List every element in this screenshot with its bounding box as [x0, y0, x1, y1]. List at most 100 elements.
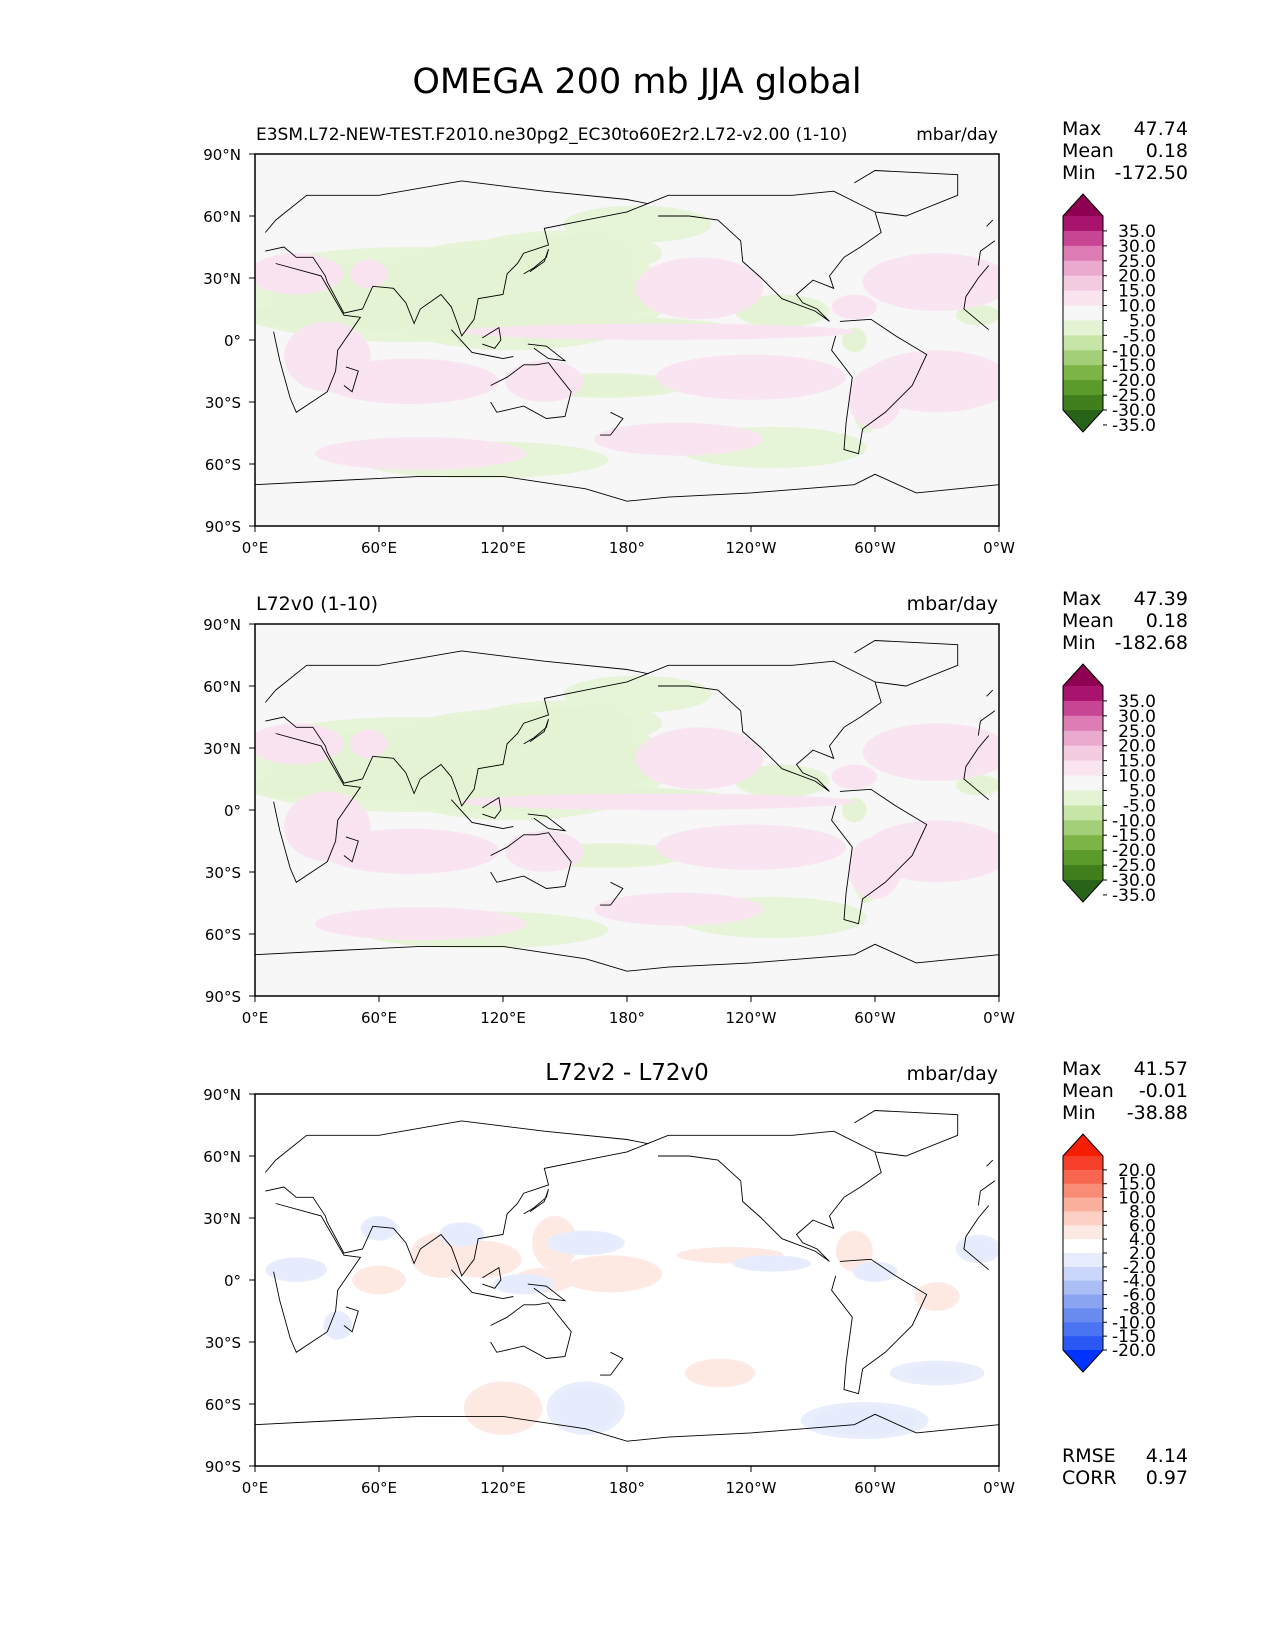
- y-tick-label: 30°N: [203, 270, 241, 288]
- colorbar-tick-label: -25.0: [1112, 856, 1156, 876]
- coastline: [482, 796, 502, 819]
- colorbar-segment: [1063, 1266, 1103, 1282]
- coastline: [264, 180, 650, 337]
- contour-region: [594, 422, 764, 456]
- colorbar-segment: [1063, 1253, 1103, 1268]
- colorbar-tick-label: 5.0: [1129, 781, 1156, 801]
- x-tick-label: 0°W: [983, 1009, 1015, 1027]
- coastline: [977, 240, 996, 266]
- colorbar-tick-label: -8.0: [1123, 1299, 1156, 1319]
- colorbar-tick-label: 10.0: [1118, 1189, 1156, 1209]
- contour-region: [443, 1240, 522, 1278]
- contour-region: [594, 892, 764, 926]
- contour-region: [684, 1358, 756, 1388]
- stat-mean-label: Mean: [1062, 610, 1114, 632]
- contour-region: [831, 764, 877, 790]
- colorbar-segment: [1063, 365, 1103, 381]
- stat-min-label: Min: [1062, 632, 1096, 654]
- colorbar-segment: [1063, 1197, 1103, 1212]
- colorbar-segment: [1063, 790, 1103, 806]
- coastline: [490, 832, 572, 889]
- contour-region: [255, 302, 332, 328]
- panel-reference-colorbar: 35.030.025.020.015.010.05.0-5.0-10.0-15.…: [1062, 663, 1156, 906]
- x-tick-label: 120°W: [726, 1479, 777, 1497]
- colorbar-tick-label: -15.0: [1112, 356, 1156, 376]
- contour-region: [459, 793, 857, 810]
- panel-test-field: [255, 205, 999, 479]
- y-tick-label: 0°: [224, 1272, 241, 1290]
- contour-region: [848, 366, 902, 429]
- panel-difference: L72v2 - L72v0 mbar/day 90°N 60°N 30°N 0°…: [203, 1058, 1188, 1497]
- colorbar-tick-label: -15.0: [1112, 826, 1156, 846]
- coastline: [647, 190, 882, 322]
- y-tick-label: 90°N: [203, 1086, 241, 1104]
- colorbar-tick-label: 4.0: [1129, 1230, 1156, 1250]
- colorbar-segment: [1063, 745, 1103, 762]
- y-tick-label: 60°N: [203, 208, 241, 226]
- panel-reference-left-title: L72v0 (1-10): [256, 593, 378, 615]
- contour-region: [732, 1255, 811, 1272]
- coastline: [963, 1205, 990, 1271]
- colorbar-tick-label: 30.0: [1118, 707, 1156, 727]
- colorbar-segment: [1063, 380, 1103, 396]
- colorbar-segment: [1063, 1336, 1103, 1351]
- contour-region: [315, 907, 526, 941]
- panel-test-coastlines: [255, 170, 999, 502]
- y-tick-label: 30°S: [205, 1334, 241, 1352]
- contour-region: [331, 768, 427, 802]
- colorbar-tick-label: 20.0: [1118, 737, 1156, 757]
- colorbar-tick-label: -15.0: [1112, 1327, 1156, 1347]
- colorbar-tick-label: 15.0: [1118, 752, 1156, 772]
- contour-region: [831, 294, 877, 320]
- contour-region: [852, 1261, 898, 1282]
- contour-region: [955, 304, 999, 326]
- colorbar-segment: [1063, 335, 1103, 351]
- stat-min-value: -172.50: [1115, 162, 1188, 184]
- y-tick-label: 60°S: [205, 926, 241, 944]
- x-tick-label: 0°E: [242, 539, 269, 557]
- coastline: [273, 1203, 362, 1353]
- coastline: [264, 1120, 650, 1277]
- colorbar-segment: [1063, 686, 1103, 702]
- colorbar-tick-label: 10.0: [1118, 767, 1156, 787]
- contour-region: [255, 253, 344, 295]
- colorbar-tick-label: 25.0: [1118, 722, 1156, 742]
- stat-min-label: Min: [1062, 1102, 1096, 1124]
- coastline: [450, 329, 514, 360]
- colorbar-tick-label: 35.0: [1118, 222, 1156, 242]
- panel-test: E3SM.L72-NEW-TEST.F2010.ne30pg2_EC30to60…: [203, 118, 1188, 557]
- colorbar-tick-label: 8.0: [1129, 1202, 1156, 1222]
- x-tick-label: 60°E: [361, 539, 397, 557]
- x-tick-label: 120°E: [480, 1009, 526, 1027]
- coastline: [527, 813, 567, 832]
- coastline: [854, 640, 959, 687]
- stat-max-label: Max: [1062, 118, 1101, 140]
- contour-region: [463, 1381, 543, 1435]
- contour-region: [862, 723, 999, 781]
- stat-corr-value: 0.97: [1146, 1467, 1188, 1489]
- stat-max-value: 41.57: [1134, 1058, 1188, 1080]
- x-tick-label: 120°E: [480, 1479, 526, 1497]
- y-tick-label: 30°N: [203, 1210, 241, 1228]
- colorbar-extend-bottom: [1063, 880, 1103, 902]
- colorbar-segment: [1063, 1169, 1103, 1185]
- coastline: [831, 318, 928, 455]
- x-tick-label: 0°W: [983, 1479, 1015, 1497]
- colorbar-tick-label: 6.0: [1129, 1216, 1156, 1236]
- x-tick-label: 0°W: [983, 539, 1015, 557]
- contour-region: [505, 830, 584, 872]
- y-tick-label: 90°S: [205, 1458, 241, 1476]
- contour-region: [492, 1273, 555, 1295]
- contour-region: [546, 1381, 625, 1435]
- panel-reference: L72v0 (1-10) mbar/day 90°N 60°N 30°N 0° …: [203, 588, 1188, 1027]
- coastline: [482, 326, 502, 349]
- contour-region: [563, 675, 712, 713]
- colorbar-tick-label: -5.0: [1123, 326, 1156, 346]
- contour-region: [848, 836, 902, 899]
- contour-region: [360, 1216, 398, 1241]
- colorbar-tick-label: -6.0: [1123, 1286, 1156, 1306]
- coastline: [854, 170, 959, 217]
- stat-mean-value: -0.01: [1139, 1080, 1188, 1102]
- y-tick-label: 60°S: [205, 456, 241, 474]
- contour-region: [563, 205, 712, 243]
